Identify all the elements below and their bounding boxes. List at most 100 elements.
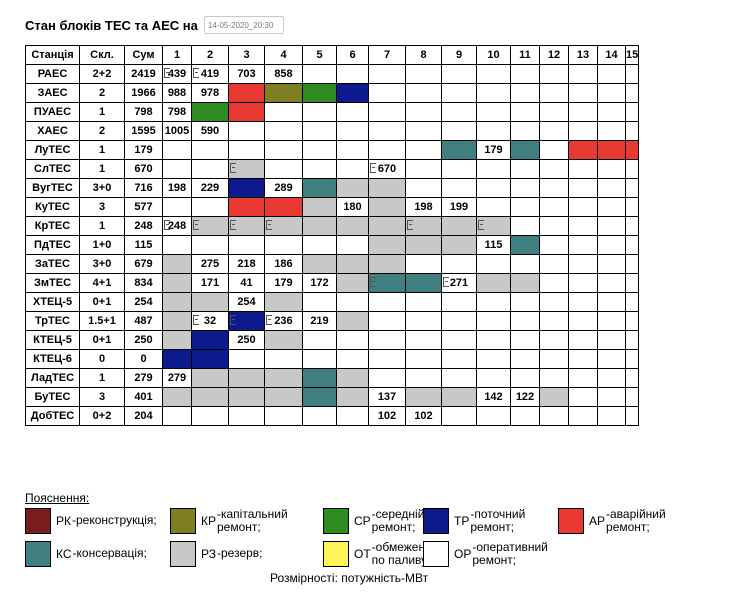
comment-marker-icon[interactable] [230, 315, 236, 325]
unit-power-value: 180 [343, 201, 362, 213]
station-name: ПУАЕС [25, 102, 80, 122]
empty-cell [539, 330, 569, 350]
unit-power-value: 1005 [164, 125, 190, 137]
empty-cell [336, 330, 369, 350]
unit-power-value: 236 [274, 315, 293, 327]
empty-cell [624, 273, 640, 293]
empty-cell [624, 254, 640, 274]
empty-cell [510, 178, 540, 198]
empty-cell [191, 159, 229, 179]
unit-status-cell [405, 216, 442, 236]
unit-status-cell [368, 178, 406, 198]
empty-cell [302, 64, 337, 84]
empty-cell [568, 121, 598, 141]
legend-description: -капітальний ремонт; [217, 507, 288, 534]
empty-cell [597, 197, 626, 217]
comment-marker-icon[interactable] [164, 220, 170, 230]
unit-status-cell [302, 254, 337, 274]
legend-swatch [323, 541, 349, 567]
empty-cell [368, 292, 406, 312]
empty-cell [405, 311, 442, 331]
comment-marker-icon[interactable] [443, 277, 449, 287]
empty-cell [405, 178, 442, 198]
unit-power-cell: 198 [162, 178, 192, 198]
unit-power-cell: 978 [191, 83, 229, 103]
legend-description: -оперативний ремонт; [472, 540, 548, 567]
unit-power-cell: 219 [302, 311, 337, 331]
date-field[interactable]: 14-05-2020_20:30 [203, 16, 284, 34]
station-composition: 4+1 [79, 273, 125, 293]
legend-item: СР -середній ремонт; [323, 508, 424, 534]
legend-code: АР [589, 514, 606, 528]
header-unit-13: 13 [568, 45, 598, 65]
header-unit-11: 11 [510, 45, 540, 65]
comment-marker-icon[interactable] [370, 277, 376, 287]
legend-description: -консервація; [72, 546, 147, 560]
empty-cell [405, 292, 442, 312]
empty-cell [597, 235, 626, 255]
comment-marker-icon[interactable] [193, 315, 199, 325]
empty-cell [368, 349, 406, 369]
empty-cell [568, 311, 598, 331]
unit-status-cell [336, 311, 369, 331]
empty-cell [441, 83, 477, 103]
empty-cell [539, 311, 569, 331]
station-composition: 0+2 [79, 406, 125, 426]
empty-cell [228, 406, 265, 426]
comment-marker-icon[interactable] [230, 220, 236, 230]
station-sum: 487 [124, 311, 163, 331]
empty-cell [624, 178, 640, 198]
unit-power-cell: 236 [264, 311, 303, 331]
station-name: ДобТЕС [25, 406, 80, 426]
unit-status-cell [264, 83, 303, 103]
legend-swatch [423, 508, 449, 534]
empty-cell [539, 216, 569, 236]
empty-cell [568, 387, 598, 407]
empty-cell [624, 349, 640, 369]
comment-marker-icon[interactable] [266, 220, 272, 230]
comment-marker-icon[interactable] [164, 68, 170, 78]
comment-marker-icon[interactable] [193, 68, 199, 78]
comment-marker-icon[interactable] [478, 220, 484, 230]
unit-power-cell: 199 [441, 197, 477, 217]
legend-item: ТР -поточний ремонт; [423, 508, 525, 534]
unit-power-cell: 115 [476, 235, 511, 255]
station-sum: 577 [124, 197, 163, 217]
empty-cell [568, 368, 598, 388]
empty-cell [568, 406, 598, 426]
unit-status-cell [228, 311, 265, 331]
empty-cell [162, 159, 192, 179]
comment-marker-icon[interactable] [266, 315, 272, 325]
legend-item: ОР -оперативний ремонт; [423, 541, 548, 567]
comment-marker-icon[interactable] [370, 163, 376, 173]
unit-status-cell [228, 387, 265, 407]
unit-power-value: 41 [240, 277, 253, 289]
unit-power-value: 275 [200, 258, 220, 270]
comment-marker-icon[interactable] [193, 220, 199, 230]
empty-cell [597, 311, 626, 331]
empty-cell [405, 254, 442, 274]
comment-marker-icon[interactable] [230, 163, 236, 173]
empty-cell [228, 235, 265, 255]
station-name: ПдТЕС [25, 235, 80, 255]
empty-cell [476, 159, 511, 179]
unit-power-cell: 590 [191, 121, 229, 141]
station-composition: 0 [79, 349, 125, 369]
unit-status-cell [228, 368, 265, 388]
comment-marker-icon[interactable] [407, 220, 413, 230]
empty-cell [441, 292, 477, 312]
unit-power-cell: 179 [264, 273, 303, 293]
station-composition: 1 [79, 140, 125, 160]
unit-status-cell [191, 330, 229, 350]
unit-power-cell: 41 [228, 273, 265, 293]
unit-power-value: 218 [237, 258, 256, 270]
empty-cell [597, 387, 626, 407]
unit-status-cell [228, 197, 265, 217]
empty-cell [405, 159, 442, 179]
unit-status-cell [336, 83, 369, 103]
empty-cell [302, 140, 337, 160]
empty-cell [441, 121, 477, 141]
empty-cell [476, 368, 511, 388]
empty-cell [539, 368, 569, 388]
station-name: ЛуТЕС [25, 140, 80, 160]
